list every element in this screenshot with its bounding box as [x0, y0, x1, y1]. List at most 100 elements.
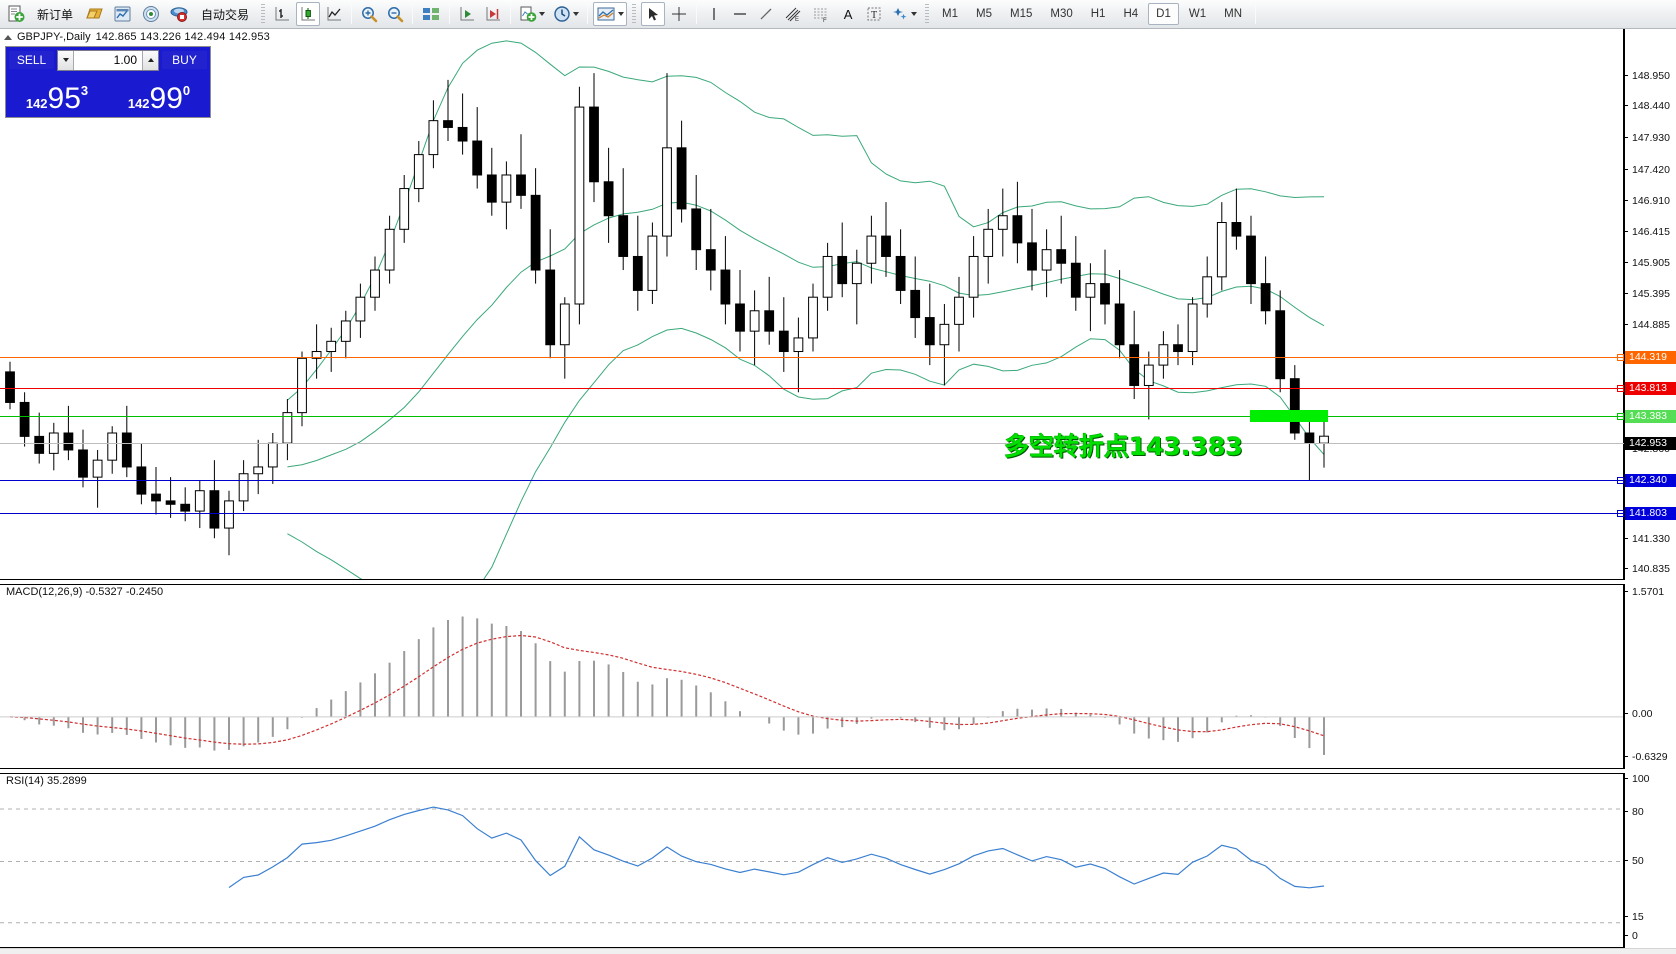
macd-chart-canvas: [0, 616, 1623, 755]
equidistant-channel-button[interactable]: E: [780, 2, 806, 26]
price-level-tag[interactable]: 142.340: [1625, 474, 1676, 487]
timeframe-m15[interactable]: M15: [1010, 8, 1033, 20]
text-button[interactable]: A: [836, 2, 860, 26]
indicators-button[interactable]: [516, 2, 548, 26]
horizontal-line-button[interactable]: [728, 2, 752, 26]
macd-tick: -0.6329: [1625, 751, 1676, 763]
svg-text:T: T: [871, 10, 877, 21]
volume-value[interactable]: 1.00: [74, 50, 142, 70]
price-level-handle[interactable]: [1617, 385, 1624, 392]
fibonacci-button[interactable]: F: [808, 2, 834, 26]
price-tick: 147.930: [1625, 132, 1676, 144]
price-tick: 147.420: [1625, 164, 1676, 176]
price-tick: 144.885: [1625, 319, 1676, 331]
trendline-button[interactable]: [754, 2, 778, 26]
timeframe-m30[interactable]: M30: [1050, 8, 1073, 20]
sell-price-fraction: 3: [80, 83, 89, 98]
profiles-button[interactable]: [82, 2, 108, 26]
toolbar-grip-2[interactable]: [632, 4, 637, 24]
rsi-tick: 80: [1625, 806, 1676, 818]
zoom-in-button[interactable]: [357, 2, 381, 26]
price-chart-canvas: [5, 40, 1329, 579]
rsi-pane[interactable]: RSI(14) 35.2899: [0, 773, 1624, 948]
svg-text:E: E: [795, 17, 799, 23]
price-level-tag[interactable]: 141.803: [1625, 507, 1676, 520]
price-level-handle[interactable]: [1617, 510, 1624, 517]
shapes-button[interactable]: [888, 2, 920, 26]
price-level-tag[interactable]: 144.319: [1625, 351, 1676, 364]
macd-scale[interactable]: 1.5701 0.00 -0.6329: [1624, 584, 1676, 769]
macd-pane[interactable]: MACD(12,26,9) -0.5327 -0.2450: [0, 584, 1624, 769]
vertical-line-button[interactable]: [702, 2, 726, 26]
volume-increase-button[interactable]: [142, 50, 158, 70]
templates-dropdown-arrow[interactable]: [618, 12, 625, 16]
buy-button[interactable]: BUY: [162, 51, 207, 69]
periods-button[interactable]: [550, 2, 582, 26]
price-tick: 145.905: [1625, 257, 1676, 269]
toolbar-separator-5: [587, 4, 589, 24]
text-tool-label: A: [843, 6, 853, 22]
timeframe-d1[interactable]: D1: [1148, 3, 1179, 25]
bar-chart-button[interactable]: [270, 2, 294, 26]
chart-area[interactable]: 多空转折点143.383 GBPJPY-,Daily 142.865 143.2…: [0, 29, 1676, 954]
price-tick: 146.910: [1625, 195, 1676, 207]
new-order-label-button[interactable]: 新订单: [30, 2, 80, 26]
data-window-button[interactable]: [138, 2, 164, 26]
timeframe-mn[interactable]: MN: [1224, 8, 1242, 20]
timeframe-h4[interactable]: H4: [1123, 8, 1139, 20]
toolbar-grip-3[interactable]: [925, 4, 930, 24]
toolbar-grip[interactable]: [261, 4, 266, 24]
shapes-dropdown-arrow[interactable]: [911, 12, 918, 16]
price-level-tag[interactable]: 142.953: [1625, 437, 1676, 450]
timeframe-m1[interactable]: M1: [942, 8, 959, 20]
one-click-trading-panel[interactable]: SELL 1.00 BUY 142 95 3 142 99 0: [5, 46, 211, 118]
price-level-handle[interactable]: [1617, 477, 1624, 484]
indicators-dropdown-arrow[interactable]: [539, 12, 546, 16]
price-tick: 140.835: [1625, 563, 1676, 575]
rsi-scale[interactable]: 100 80 50 15 0: [1624, 773, 1676, 948]
new-order-button[interactable]: [4, 2, 28, 26]
rsi-tick: 100: [1625, 773, 1676, 785]
price-level-tag[interactable]: 143.813: [1625, 382, 1676, 395]
price-level-handle[interactable]: [1617, 354, 1624, 361]
symbol-header: GBPJPY-,Daily 142.865 143.226 142.494 14…: [4, 31, 270, 43]
volume-decrease-button[interactable]: [58, 50, 74, 70]
crosshair-button[interactable]: [667, 2, 691, 26]
auto-scroll-button[interactable]: [455, 2, 479, 26]
market-watch-button[interactable]: [110, 2, 136, 26]
caret-up-icon: [147, 58, 154, 62]
chart-shift-button[interactable]: [418, 2, 444, 26]
timeframe-h1[interactable]: H1: [1090, 8, 1106, 20]
macd-tick: 1.5701: [1625, 586, 1676, 598]
text-label-button[interactable]: T: [862, 2, 886, 26]
toolbar-separator: [351, 4, 353, 24]
candlestick-chart-button[interactable]: [296, 2, 321, 26]
buy-price-prefix: 142: [127, 96, 150, 111]
price-tick: 148.440: [1625, 100, 1676, 112]
chart-shift-end-button[interactable]: [481, 2, 505, 26]
autotrading-button[interactable]: [166, 2, 192, 26]
price-level-handle[interactable]: [1617, 413, 1624, 420]
rsi-chart-canvas: [0, 806, 1623, 924]
toolbar-separator-4: [510, 4, 512, 24]
sell-button[interactable]: SELL: [9, 51, 54, 69]
rsi-tick: 50: [1625, 855, 1676, 867]
collapse-triangle-icon[interactable]: [4, 34, 12, 40]
timeframe-group: M1 M5 M15 M30 H1 H4 D1 W1 MN: [933, 3, 1251, 25]
macd-tick: 0.00: [1625, 708, 1676, 720]
periods-dropdown-arrow[interactable]: [573, 12, 580, 16]
price-scale[interactable]: 148.950 148.440 147.930 147.420 146.910 146.4…: [1624, 29, 1676, 580]
price-level-tag[interactable]: 143.383: [1625, 410, 1676, 423]
timeframe-m5[interactable]: M5: [976, 8, 992, 20]
status-bar: [0, 948, 1676, 954]
autotrading-label-button[interactable]: 自动交易: [194, 2, 256, 26]
volume-stepper[interactable]: 1.00: [57, 49, 159, 71]
price-pane[interactable]: [0, 29, 1624, 580]
zoom-out-button[interactable]: [383, 2, 407, 26]
sell-price-button[interactable]: 142 95 3: [7, 73, 107, 116]
buy-price-button[interactable]: 142 99 0: [109, 73, 209, 116]
cursor-button[interactable]: [641, 2, 666, 26]
timeframe-w1[interactable]: W1: [1188, 8, 1207, 20]
templates-button[interactable]: [593, 2, 628, 26]
line-chart-button[interactable]: [322, 2, 346, 26]
